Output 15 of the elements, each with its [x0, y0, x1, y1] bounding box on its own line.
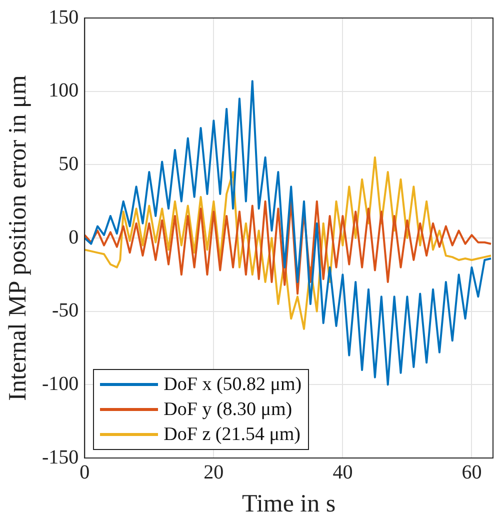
x-tick-label: 60: [462, 461, 482, 484]
y-tick-label: 0: [68, 226, 79, 248]
y-tick-label: -50: [52, 300, 79, 322]
legend-label: DoF x (50.82 μm): [164, 373, 302, 397]
x-tick-label: 20: [204, 461, 224, 484]
legend-label: DoF z (21.54 μm): [164, 423, 300, 447]
legend-label: DoF y (8.30 μm): [164, 398, 292, 422]
x-axis-title: Time in s: [242, 490, 336, 518]
y-axis-title: Internal MP position error in μm: [4, 74, 32, 401]
y-tick-label: 50: [58, 152, 79, 175]
y-tick-label: -150: [42, 446, 79, 468]
x-tick-label: 40: [332, 461, 353, 484]
y-tick-label: -100: [42, 372, 79, 395]
y-tick-label: 100: [48, 80, 79, 102]
y-tick-label: 150: [48, 6, 79, 28]
